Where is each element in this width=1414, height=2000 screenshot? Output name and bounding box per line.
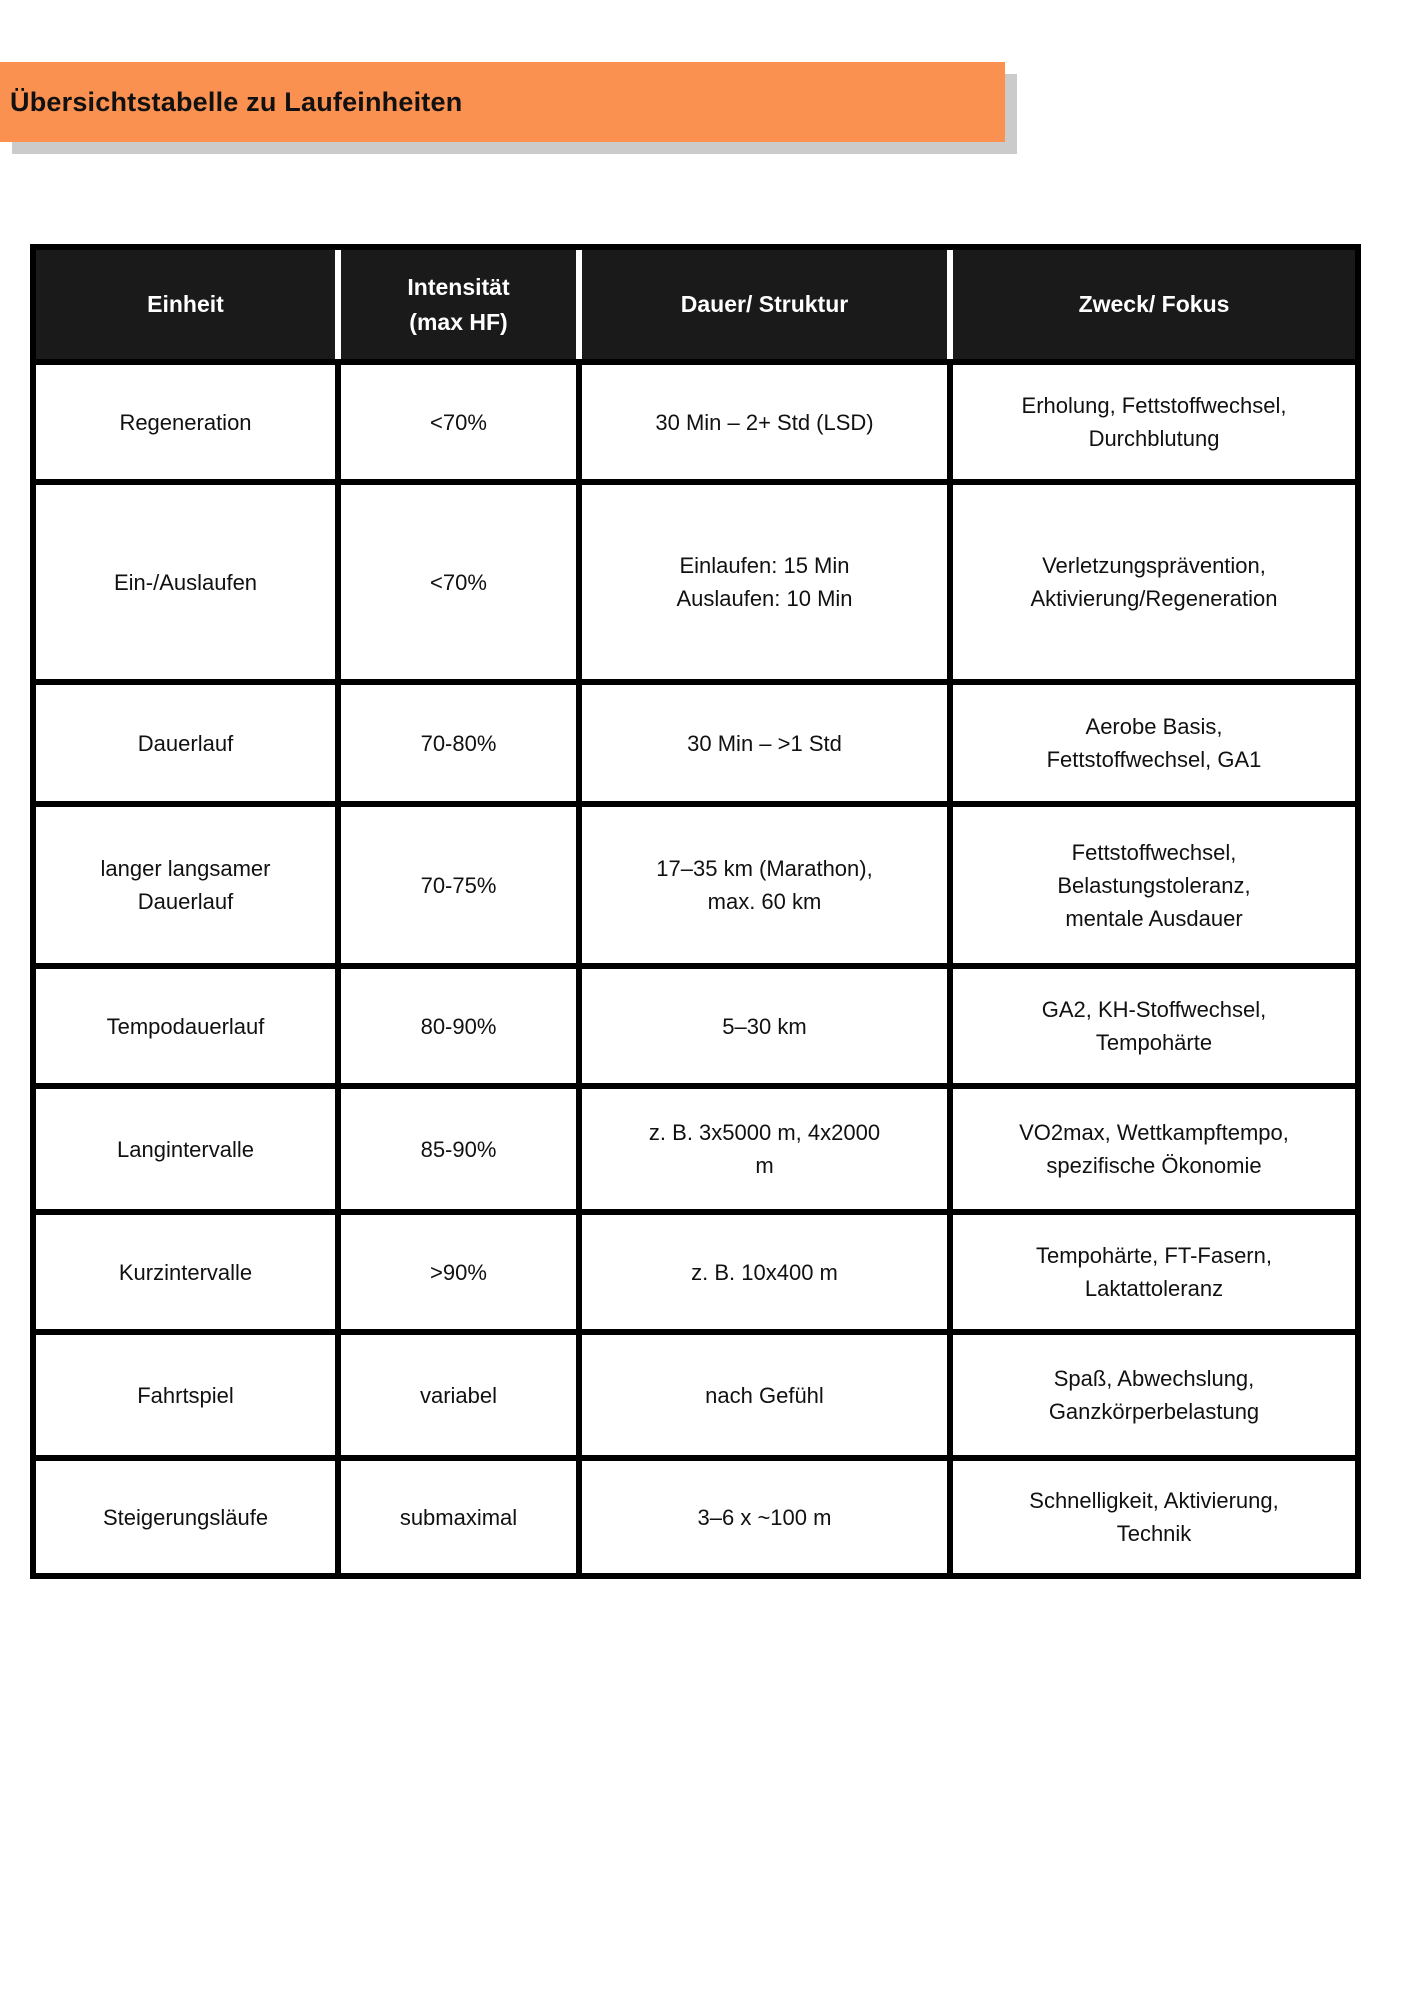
cell-dauer: 30 Min – 2+ Std (LSD) (576, 359, 953, 485)
cell-dauer: z. B. 3x5000 m, 4x2000 m (576, 1083, 953, 1215)
cell-intensitaet: <70% (335, 359, 582, 485)
title-banner: Übersichtstabelle zu Laufeinheiten (0, 62, 1005, 142)
cell-einheit: Tempodauerlauf (30, 963, 341, 1089)
cell-zweck: Fettstoffwechsel, Belastungstoleranz, me… (947, 801, 1361, 969)
laufeinheiten-table: Einheit Intensität (max HF) Dauer/ Struk… (30, 244, 1361, 1579)
cell-intensitaet: 70-75% (335, 801, 582, 969)
cell-dauer: Einlaufen: 15 Min Auslaufen: 10 Min (576, 479, 953, 685)
cell-intensitaet: variabel (335, 1329, 582, 1461)
table-row: Langintervalle 85-90% z. B. 3x5000 m, 4x20… (30, 1083, 1361, 1215)
cell-zweck: Erholung, Fettstoffwechsel, Durchblutung (947, 359, 1361, 485)
column-header-einheit: Einheit (33, 244, 338, 365)
cell-einheit: Langintervalle (30, 1083, 341, 1215)
table-row: Steigerungsläufe submaximal 3–6 x ~100 m Sc… (30, 1455, 1361, 1579)
cell-zweck: GA2, KH-Stoffwechsel, Tempohärte (947, 963, 1361, 1089)
table-row: Kurzintervalle >90% z. B. 10x400 m Tempohär… (30, 1209, 1361, 1335)
cell-intensitaet: submaximal (335, 1455, 582, 1579)
page-title: Übersichtstabelle zu Laufeinheiten (10, 86, 463, 117)
cell-dauer: 17–35 km (Marathon), max. 60 km (576, 801, 953, 969)
cell-zweck: Tempohärte, FT-Fasern, Laktattoleranz (947, 1209, 1361, 1335)
header-row: Einheit Intensität (max HF) Dauer/ Struk… (33, 244, 1358, 365)
cell-einheit: Fahrtspiel (30, 1329, 341, 1461)
table-row: Regeneration <70% 30 Min – 2+ Std (LSD) Erh… (30, 359, 1361, 485)
cell-dauer: z. B. 10x400 m (576, 1209, 953, 1335)
cell-intensitaet: 70-80% (335, 679, 582, 807)
cell-einheit: Steigerungsläufe (30, 1455, 341, 1579)
column-header-intensitaet: Intensität (max HF) (335, 244, 579, 365)
cell-dauer: nach Gefühl (576, 1329, 953, 1461)
cell-intensitaet: 80-90% (335, 963, 582, 1089)
column-header-zweck-fokus: Zweck/ Fokus (947, 244, 1358, 365)
table-row: Fahrtspiel variabel nach Gefühl Spaß, Abwec… (30, 1329, 1361, 1461)
cell-zweck: Aerobe Basis, Fettstoffwechsel, GA1 (947, 679, 1361, 807)
cell-intensitaet: >90% (335, 1209, 582, 1335)
table-row: Tempodauerlauf 80-90% 5–30 km GA2, KH-Stoff… (30, 963, 1361, 1089)
table-row: langer langsamer Dauerlauf 70-75% 17–35 km… (30, 801, 1361, 969)
table-row: Dauerlauf 70-80% 30 Min – >1 Std Aerobe Bas… (30, 679, 1361, 807)
cell-zweck: Spaß, Abwechslung, Ganzkörperbelastung (947, 1329, 1361, 1461)
cell-einheit: Ein-/Auslaufen (30, 479, 341, 685)
cell-dauer: 30 Min – >1 Std (576, 679, 953, 807)
table-header: Einheit Intensität (max HF) Dauer/ Struk… (33, 244, 1358, 365)
cell-zweck: Verletzungsprävention, Aktivierung/Regen… (947, 479, 1361, 685)
table-body: Regeneration <70% 30 Min – 2+ Std (LSD) Erh… (30, 359, 1361, 1579)
table-row: Ein-/Auslaufen <70% Einlaufen: 15 Min Ausl… (30, 479, 1361, 685)
cell-einheit: Kurzintervalle (30, 1209, 341, 1335)
cell-dauer: 5–30 km (576, 963, 953, 1089)
column-header-dauer-struktur: Dauer/ Struktur (576, 244, 950, 365)
cell-zweck: VO2max, Wettkampftempo, spezifische Ökon… (947, 1083, 1361, 1215)
cell-intensitaet: <70% (335, 479, 582, 685)
cell-intensitaet: 85-90% (335, 1083, 582, 1215)
cell-einheit: Regeneration (30, 359, 341, 485)
cell-einheit: Dauerlauf (30, 679, 341, 807)
cell-dauer: 3–6 x ~100 m (576, 1455, 953, 1579)
cell-zweck: Schnelligkeit, Aktivierung, Technik (947, 1455, 1361, 1579)
cell-einheit: langer langsamer Dauerlauf (30, 801, 341, 969)
